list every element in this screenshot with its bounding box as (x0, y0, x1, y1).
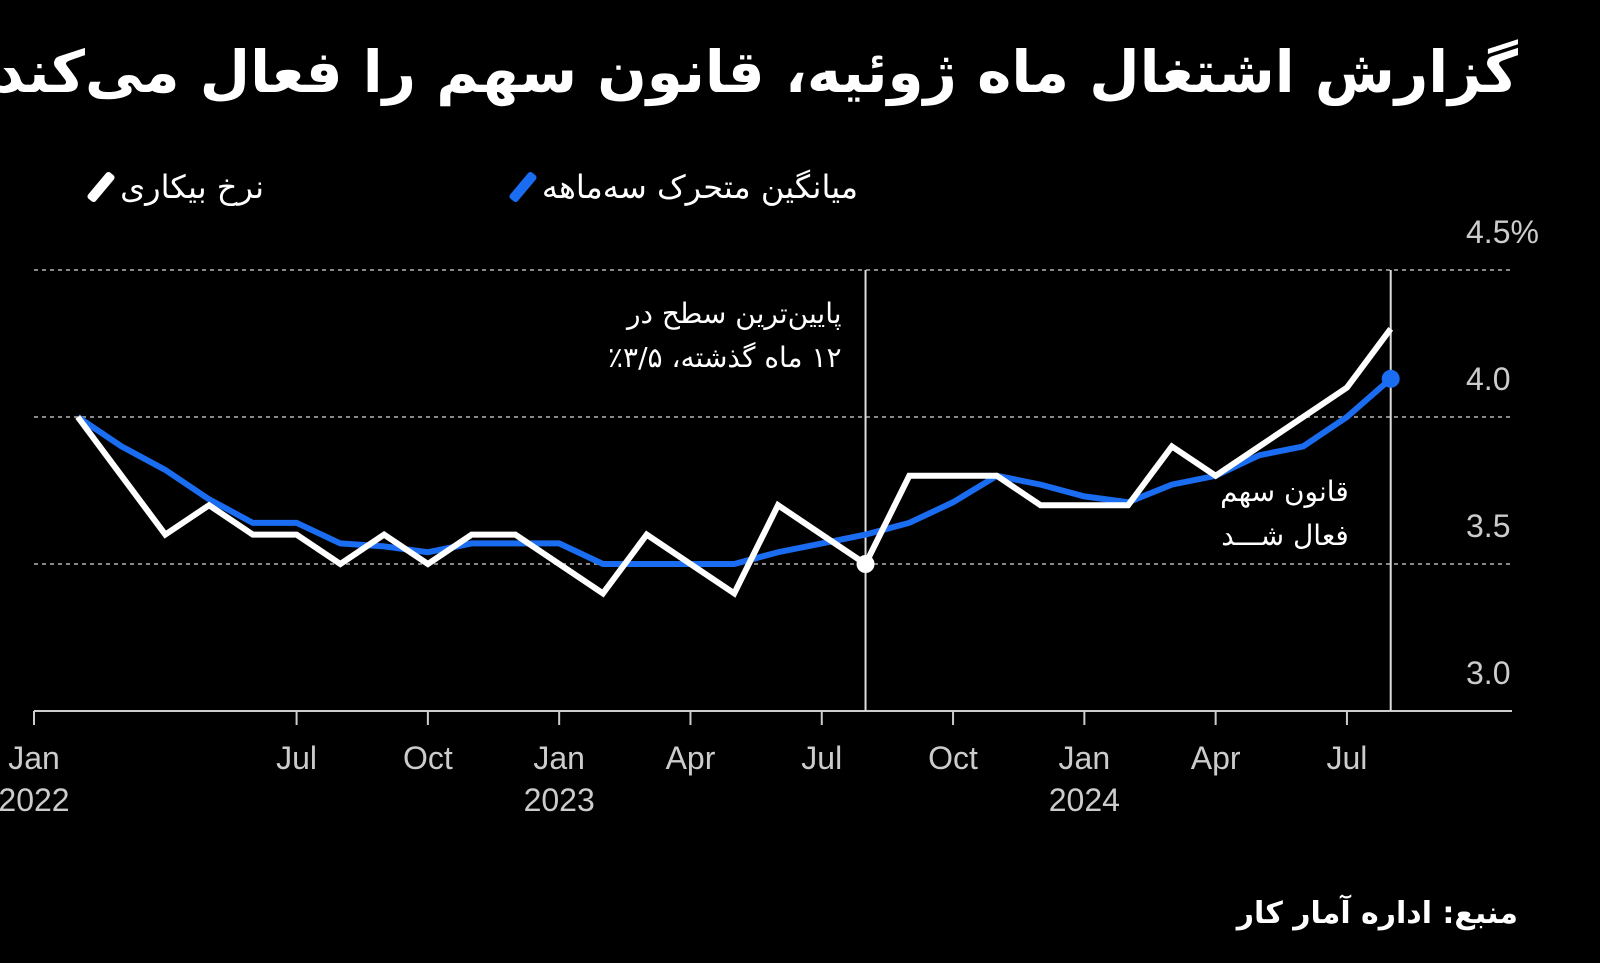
x-tick-label: Apr (665, 740, 716, 776)
y-tick-label: 3.5 (1466, 508, 1511, 544)
annotation-dot (1381, 369, 1400, 388)
series-line (75, 327, 1394, 598)
chart-title: گزارش اشتغال ماه ژوئیه، قانون سهم را فعا… (0, 38, 1518, 106)
legend-item: نرخ بیکاری (86, 168, 264, 206)
legend-label: نرخ بیکاری (120, 168, 264, 206)
x-tick-label: Apr (1190, 740, 1241, 776)
y-tick-label: 4.5% (1466, 214, 1539, 250)
y-tick-label: 4.0 (1466, 361, 1511, 397)
x-tick-label: Jan 2023 (523, 740, 595, 818)
x-tick-label: Jul (801, 740, 843, 776)
annotation-text: پایین‌ترین سطح در ۱۲ ماه گذشته، ۳/۵٪ (608, 297, 842, 374)
x-tick-label: Jul (276, 740, 318, 776)
x-tick-label: Jan 2024 (1048, 740, 1120, 818)
annotation-text: قانون سهم فعال شـــد (1220, 475, 1349, 552)
legend-item: میانگین متحرک سه‌ماهه (508, 168, 858, 206)
x-tick-label: Oct (402, 740, 453, 776)
x-tick-label: Jan 2022 (0, 740, 70, 818)
annotation-dot (856, 555, 875, 573)
x-tick-label: Jul (1326, 740, 1368, 776)
source: منبع: اداره آمار کار (1236, 896, 1518, 931)
y-tick-label: 3.0 (1466, 655, 1511, 691)
x-tick-label: Oct (928, 740, 978, 776)
series-line (76, 376, 1393, 567)
legend-label: میانگین متحرک سه‌ماهه (541, 168, 858, 206)
